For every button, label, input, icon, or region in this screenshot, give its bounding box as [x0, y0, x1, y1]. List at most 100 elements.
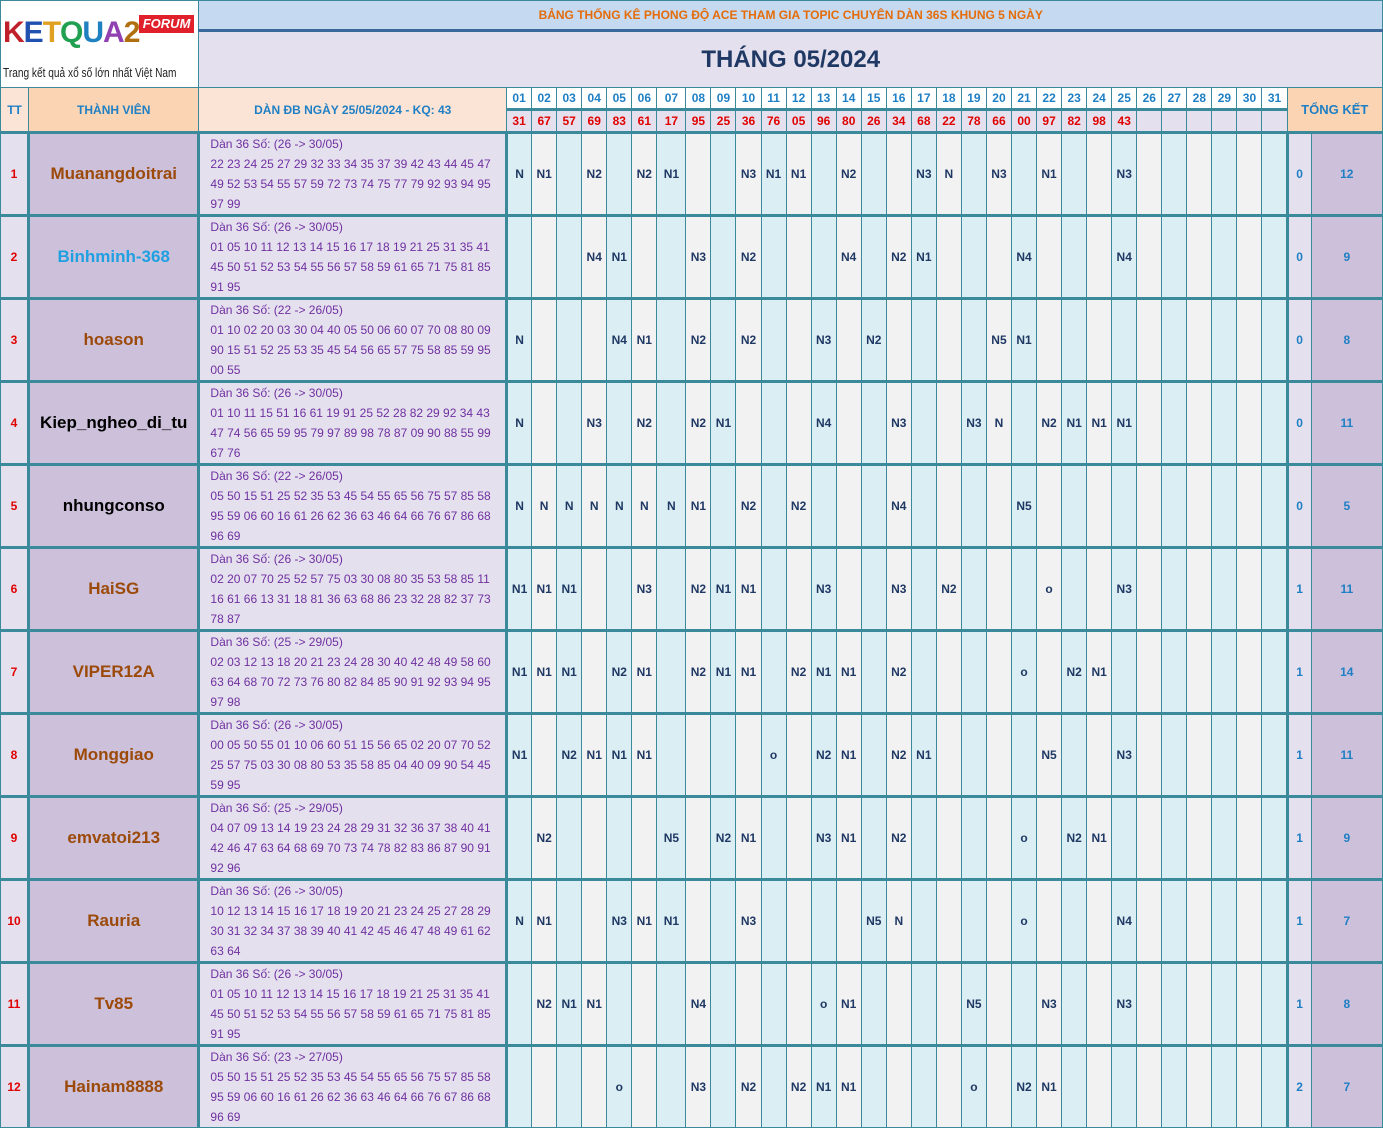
- day-cell-18: [935, 713, 962, 797]
- dan-list: 04 07 09 13 14 19 23 24 28 29 31 32 36 3…: [210, 821, 491, 875]
- day-cell-08: N2: [685, 547, 712, 631]
- day-cell-27: [1161, 879, 1188, 963]
- day-cell-22: [1036, 298, 1063, 382]
- day-cell-20: [985, 630, 1013, 714]
- day-cell-22: [1036, 879, 1063, 963]
- member-row: 9 emvatoi213 Dàn 36 Số: (25 -> 29/05) 04 07…: [0, 796, 1383, 880]
- day-cell-14: [835, 879, 862, 963]
- summary-hits: 0: [1285, 381, 1312, 465]
- member-name[interactable]: hoason: [27, 298, 201, 382]
- member-name[interactable]: Hainam8888: [27, 1045, 201, 1128]
- day-cell-09: [710, 713, 737, 797]
- member-name[interactable]: Rauria: [27, 879, 201, 963]
- dan-list: 02 03 12 13 18 20 21 23 24 28 30 40 42 4…: [210, 655, 491, 709]
- day-cell-18: [935, 796, 962, 880]
- day-cell-21: [1010, 547, 1038, 631]
- dan-title: Dàn 36 Số: (22 -> 26/05): [210, 469, 343, 483]
- dan-numbers: Dàn 36 Số: (26 -> 30/05) 22 23 24 25 27 2…: [198, 132, 509, 216]
- day-cell-06: [631, 1045, 658, 1128]
- day-cell-06: N1: [631, 630, 658, 714]
- dan-title: Dàn 36 Số: (22 -> 26/05): [210, 303, 343, 317]
- day-cell-21: [1010, 713, 1038, 797]
- day-cell-22: o: [1036, 547, 1063, 631]
- day-cell-17: [910, 1045, 937, 1128]
- day-cell-07: [656, 1045, 687, 1128]
- day-cell-29: [1211, 630, 1238, 714]
- day-cell-03: N1: [556, 547, 583, 631]
- day-cell-31: [1261, 215, 1288, 299]
- member-row: 5 nhungconso Dàn 36 Số: (22 -> 26/05) 05 50…: [0, 464, 1383, 548]
- day-cell-14: N1: [835, 630, 862, 714]
- day-cell-03: [556, 879, 583, 963]
- day-cell-01: N1: [506, 630, 533, 714]
- day-cell-01: N: [506, 381, 533, 465]
- day-cell-28: [1186, 630, 1213, 714]
- result-05: 83: [606, 108, 633, 133]
- logo[interactable]: KETQUA2 FORUM Trang kết quả xổ số lớn nh…: [0, 0, 200, 88]
- result-07: 17: [656, 108, 687, 133]
- result-12: 05: [785, 108, 812, 133]
- day-cell-12: N1: [785, 132, 812, 216]
- member-name[interactable]: emvatoi213: [27, 796, 201, 880]
- result-08: 95: [685, 108, 712, 133]
- day-cell-19: [960, 630, 987, 714]
- day-cell-20: N3: [985, 132, 1013, 216]
- member-name[interactable]: Monggiao: [27, 713, 201, 797]
- day-cell-04: [581, 298, 608, 382]
- day-cell-21: N4: [1010, 215, 1038, 299]
- member-name[interactable]: Binhminh-368: [27, 215, 201, 299]
- dan-title: Dàn 36 Số: (26 -> 30/05): [210, 386, 343, 400]
- day-cell-29: [1211, 796, 1238, 880]
- member-name[interactable]: Muanangdoitrai: [27, 132, 201, 216]
- day-cell-25: [1111, 796, 1138, 880]
- day-header-09: 09: [710, 87, 737, 110]
- member-name[interactable]: Tv85: [27, 962, 201, 1046]
- day-cell-24: [1086, 298, 1113, 382]
- day-cell-29: [1211, 464, 1238, 548]
- result-10: 36: [735, 108, 762, 133]
- day-cell-05: N3: [606, 879, 633, 963]
- member-name[interactable]: nhungconso: [27, 464, 201, 548]
- summary-hits: 0: [1285, 215, 1312, 299]
- row-number: 10: [0, 879, 30, 963]
- day-cell-09: [710, 464, 737, 548]
- day-cell-27: [1161, 381, 1188, 465]
- day-cell-04: N4: [581, 215, 608, 299]
- day-cell-12: [785, 879, 812, 963]
- day-cell-10: [735, 962, 762, 1046]
- row-number: 7: [0, 630, 30, 714]
- day-cell-26: [1136, 1045, 1163, 1128]
- day-cell-16: N2: [885, 630, 912, 714]
- day-cell-29: [1211, 962, 1238, 1046]
- day-cell-14: N2: [835, 132, 862, 216]
- day-cell-17: [910, 879, 937, 963]
- day-cell-08: N3: [685, 1045, 712, 1128]
- day-cell-28: [1186, 298, 1213, 382]
- day-cell-10: N2: [735, 298, 762, 382]
- member-name[interactable]: HaiSG: [27, 547, 201, 631]
- day-cell-28: [1186, 132, 1213, 216]
- member-name[interactable]: VIPER12A: [27, 630, 201, 714]
- member-row: 1 Muanangdoitrai Dàn 36 Số: (26 -> 30/05) 2…: [0, 132, 1383, 216]
- day-cell-01: N1: [506, 713, 533, 797]
- day-cell-28: [1186, 1045, 1213, 1128]
- day-cell-05: [606, 962, 633, 1046]
- day-cell-26: [1136, 547, 1163, 631]
- day-header-28: 28: [1186, 87, 1213, 110]
- day-cell-31: [1261, 713, 1288, 797]
- day-cell-11: [760, 547, 787, 631]
- day-cell-25: N4: [1111, 879, 1138, 963]
- dan-title: Dàn 36 Số: (26 -> 30/05): [210, 220, 343, 234]
- day-cell-24: [1086, 215, 1113, 299]
- day-cell-02: N2: [531, 962, 558, 1046]
- dan-list: 01 10 11 15 51 16 61 19 91 25 52 28 82 2…: [210, 406, 491, 460]
- day-cell-23: [1061, 547, 1088, 631]
- day-cell-21: [1010, 962, 1038, 1046]
- row-number: 2: [0, 215, 30, 299]
- day-cell-09: N1: [710, 381, 737, 465]
- member-name[interactable]: Kiep_ngheo_di_tu: [27, 381, 201, 465]
- day-cell-30: [1236, 630, 1263, 714]
- day-cell-31: [1261, 879, 1288, 963]
- day-cell-27: [1161, 962, 1188, 1046]
- dan-list: 01 10 02 20 03 30 04 40 05 50 06 60 07 7…: [210, 323, 491, 377]
